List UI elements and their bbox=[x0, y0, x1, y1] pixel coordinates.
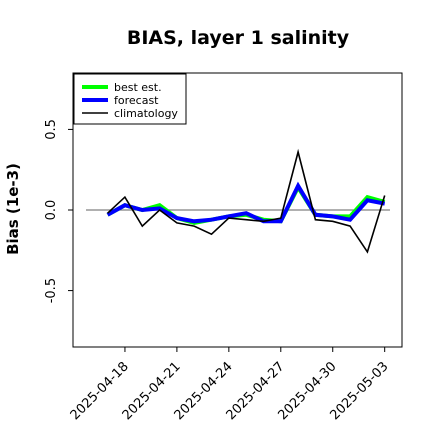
series-line-climatology bbox=[107, 148, 386, 254]
y-tick-label: -0.5 bbox=[44, 278, 59, 303]
legend-label: best est. bbox=[114, 81, 162, 94]
plot-area: -0.50.00.52025-04-182025-04-212025-04-24… bbox=[44, 72, 403, 423]
y-tick-label: 0.5 bbox=[44, 119, 59, 140]
legend-label: forecast bbox=[114, 94, 159, 107]
y-axis-label: Bias (1e-3) bbox=[4, 163, 22, 255]
legend-label: climatology bbox=[114, 107, 178, 120]
y-tick-label: 0.0 bbox=[44, 200, 59, 221]
series-line-forecast bbox=[106, 181, 386, 224]
chart-title: BIAS, layer 1 salinity bbox=[127, 27, 350, 49]
